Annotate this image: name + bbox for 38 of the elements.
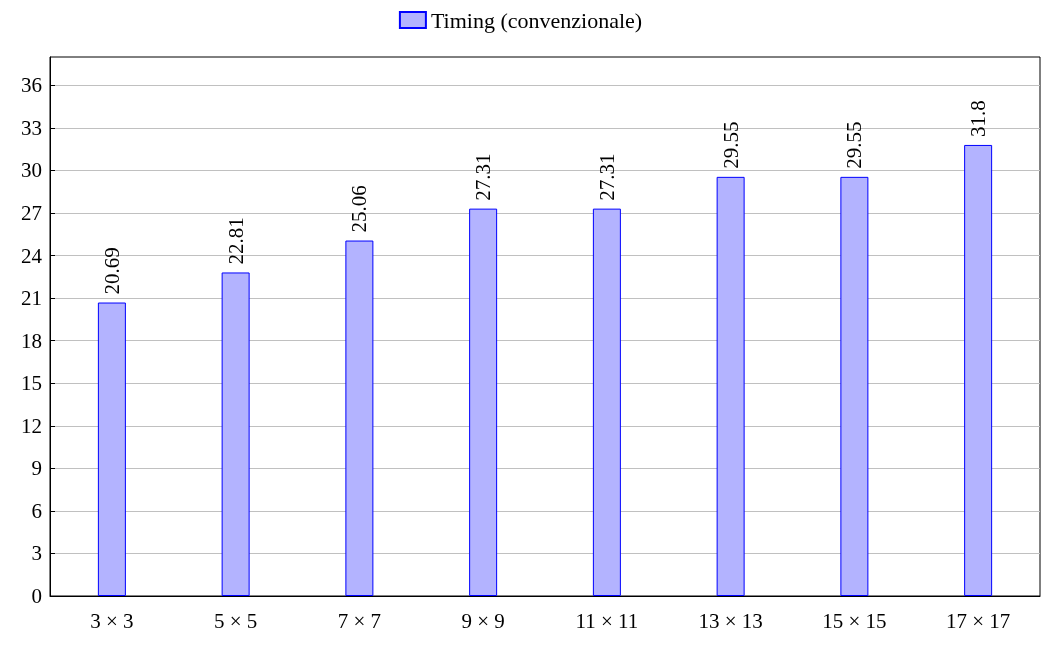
data-label: 31.8 bbox=[966, 100, 991, 137]
y-tick-label: 0 bbox=[31, 584, 42, 608]
x-tick-label: 5 × 5 bbox=[213, 608, 258, 633]
data-label: 22.81 bbox=[223, 217, 248, 265]
y-tick-label: 6 bbox=[31, 498, 42, 523]
data-label: 27.31 bbox=[594, 153, 619, 201]
data-label: 25.06 bbox=[347, 185, 372, 233]
legend-label: Timing (convenzionale) bbox=[430, 7, 643, 33]
bar bbox=[469, 208, 498, 596]
data-label: 29.55 bbox=[718, 121, 743, 169]
x-tick-label: 7 × 7 bbox=[337, 608, 382, 633]
y-tick-label: 30 bbox=[21, 158, 42, 183]
x-tick-label: 3 × 3 bbox=[90, 608, 134, 633]
y-tick-label: 21 bbox=[21, 286, 42, 311]
y-tick-label: 18 bbox=[21, 328, 42, 353]
bar bbox=[592, 208, 621, 596]
x-tick-label: 13 × 13 bbox=[698, 608, 763, 633]
bar bbox=[716, 176, 745, 596]
data-label: 20.69 bbox=[99, 247, 124, 295]
y-tick-label: 12 bbox=[21, 413, 42, 438]
y-tick-label: 3 bbox=[31, 541, 42, 566]
bar bbox=[345, 240, 374, 596]
bar bbox=[964, 144, 993, 596]
y-tick-label: 9 bbox=[31, 456, 42, 481]
x-tick-label: 11 × 11 bbox=[575, 608, 639, 633]
bar bbox=[97, 302, 126, 596]
x-tick-label: 9 × 9 bbox=[461, 608, 505, 633]
y-tick-label: 24 bbox=[21, 243, 43, 268]
y-tick-label: 27 bbox=[21, 201, 42, 226]
bar bbox=[840, 176, 869, 596]
y-tick-label: 15 bbox=[21, 371, 42, 396]
y-tick-label: 36 bbox=[21, 73, 42, 98]
x-tick-label: 17 × 17 bbox=[945, 608, 1011, 633]
y-tick-label: 33 bbox=[21, 115, 42, 140]
bar bbox=[221, 272, 250, 596]
data-label: 29.55 bbox=[842, 121, 867, 169]
x-tick-label: 15 × 15 bbox=[822, 608, 887, 633]
data-label: 27.31 bbox=[471, 153, 496, 201]
